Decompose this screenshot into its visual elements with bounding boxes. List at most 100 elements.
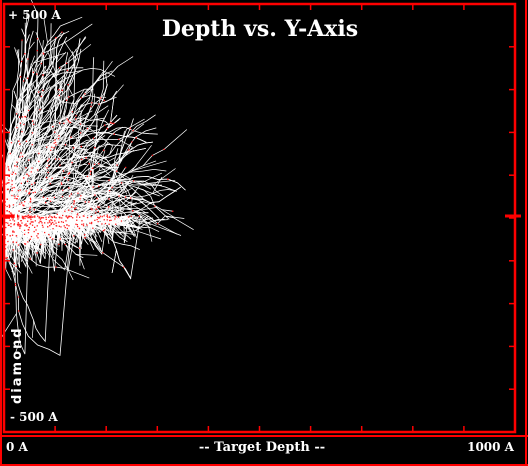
- collision-point: [38, 152, 40, 155]
- collision-point: [16, 165, 18, 168]
- collision-point: [80, 145, 82, 148]
- recoil-branch: [105, 171, 115, 197]
- recoil-branch: [81, 89, 93, 98]
- collision-point: [55, 225, 57, 227]
- collision-point: [50, 149, 52, 151]
- collision-point: [19, 143, 21, 145]
- x-axis-label: -- Target Depth --: [199, 440, 325, 455]
- collision-point: [88, 163, 90, 165]
- collision-point: [40, 220, 42, 223]
- recoil-branch: [34, 141, 48, 151]
- collision-point: [125, 166, 127, 169]
- collision-point: [111, 122, 113, 124]
- collision-point: [116, 170, 118, 172]
- recoil-branch: [33, 159, 36, 174]
- collision-point: [29, 211, 31, 213]
- recoil-branch: [55, 51, 67, 64]
- bottom-border: [0, 436, 528, 466]
- collision-point: [154, 205, 156, 207]
- collision-point: [5, 257, 7, 259]
- collision-point: [86, 127, 89, 130]
- collision-point: [36, 38, 39, 40]
- collision-point: [66, 227, 68, 230]
- collision-point: [6, 198, 8, 200]
- recoil-branch: [72, 51, 76, 71]
- collision-point: [55, 37, 57, 39]
- collision-point: [61, 31, 63, 33]
- collision-point: [17, 218, 19, 220]
- collision-point: [37, 169, 39, 171]
- ion-track: [3, 186, 181, 219]
- collision-point: [117, 216, 120, 218]
- recoil-branch: [40, 85, 51, 102]
- collision-point: [10, 142, 13, 144]
- collision-point: [98, 163, 100, 165]
- collision-point: [68, 209, 70, 211]
- collision-point: [59, 67, 61, 69]
- collision-point: [132, 129, 134, 132]
- recoil-branch: [40, 238, 46, 251]
- collision-point: [27, 58, 29, 60]
- collision-point: [68, 215, 70, 217]
- recoil-branch: [79, 256, 85, 270]
- collision-point: [106, 214, 108, 216]
- collision-point: [24, 215, 26, 217]
- collision-point: [19, 215, 21, 217]
- collision-point: [81, 158, 83, 161]
- collision-point: [94, 194, 96, 196]
- collision-point: [62, 214, 64, 217]
- collision-point: [29, 238, 31, 240]
- collision-point: [97, 216, 99, 218]
- collision-point: [97, 206, 99, 208]
- ion-track: [3, 151, 123, 219]
- collision-point: [91, 102, 93, 104]
- collision-point: [27, 229, 29, 231]
- collision-point: [104, 222, 107, 225]
- recoil-branch: [35, 31, 45, 53]
- collision-point: [44, 231, 46, 234]
- recoil-branch: [135, 230, 162, 240]
- collision-point: [18, 140, 20, 142]
- collision-point: [73, 235, 75, 237]
- collision-point: [29, 208, 31, 210]
- collision-point: [75, 223, 77, 225]
- collision-point: [102, 230, 104, 232]
- recoil-branch: [104, 216, 120, 222]
- collision-point: [65, 62, 68, 64]
- collision-point: [98, 103, 100, 105]
- collision-point: [42, 226, 44, 228]
- collision-point: [41, 222, 43, 224]
- collision-point: [22, 216, 24, 218]
- recoil-branch: [22, 229, 37, 258]
- collision-point: [70, 193, 72, 195]
- collision-point: [53, 142, 55, 144]
- collision-point: [23, 229, 26, 231]
- collision-point: [23, 123, 25, 126]
- collision-point: [36, 73, 38, 75]
- collision-point: [132, 210, 134, 212]
- collision-point: [6, 257, 8, 259]
- recoil-branch: [95, 209, 103, 214]
- recoil-branch: [36, 237, 54, 242]
- recoil-branch: [21, 28, 26, 38]
- collision-point: [31, 167, 33, 169]
- ion-track: [3, 117, 121, 219]
- collision-point: [49, 225, 51, 227]
- y-tick-zero: 0: [14, 210, 22, 224]
- collision-point: [19, 225, 21, 227]
- collision-point: [6, 234, 8, 236]
- collision-point: [11, 183, 13, 186]
- collision-point: [21, 202, 23, 204]
- collision-point: [90, 207, 92, 210]
- recoil-branch: [29, 118, 35, 122]
- ion-track: [3, 37, 26, 219]
- collision-point: [19, 156, 21, 158]
- collision-point: [65, 99, 68, 101]
- collision-point: [33, 230, 35, 233]
- collision-point: [12, 219, 14, 221]
- collision-point: [60, 226, 62, 228]
- collision-point: [90, 170, 92, 172]
- collision-point: [8, 204, 10, 206]
- recoil-branch: [145, 205, 159, 219]
- collision-point: [11, 217, 13, 219]
